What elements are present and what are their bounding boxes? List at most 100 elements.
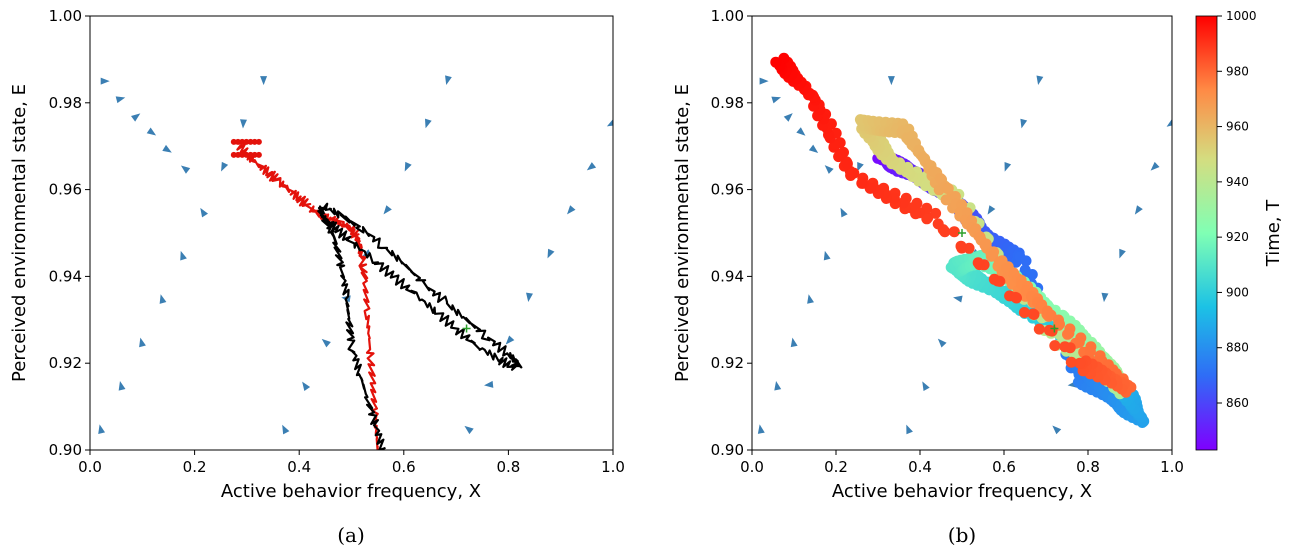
colorbar-tick-label: 860 (1226, 396, 1249, 410)
streamline-arrow (937, 338, 947, 348)
trajectory-point (1027, 308, 1039, 320)
trajectory-point (974, 231, 986, 243)
streamline-arrow (200, 207, 209, 218)
streamline-arrow (526, 292, 533, 303)
colorbar-ticks: 860 880 900 920 940 960 980 1000 (1217, 9, 1257, 410)
streamline-arrow (796, 127, 806, 136)
streamline-arrow (240, 119, 247, 129)
trajectory-point (1026, 269, 1038, 280)
trajectory-point (972, 257, 984, 269)
fixed-point-marker (1050, 324, 1059, 333)
streamline-arrow (987, 205, 996, 215)
trajectory-point (835, 148, 847, 160)
x-tick-label: 0.0 (78, 458, 102, 476)
caption-b: (b) (948, 523, 976, 547)
streamline-arrow (1052, 425, 1062, 435)
y-tick-label: 0.94 (711, 267, 744, 285)
streamline-arrow (302, 381, 311, 392)
x-tick-label: 0.6 (392, 458, 416, 476)
trajectory-point (934, 173, 946, 184)
trajectory-point (932, 218, 944, 230)
streamline-arrow (824, 165, 834, 174)
streamline-arrow (146, 127, 157, 136)
streamline-arrow (857, 161, 864, 172)
streamline-arrow (98, 424, 106, 434)
red-trajectory-cluster (255, 138, 262, 145)
trajectory-point (949, 191, 961, 202)
red-trajectory (233, 141, 379, 450)
streamline-arrow (180, 250, 187, 261)
trajectory-point (1004, 290, 1016, 302)
red-trajectory-cluster (235, 151, 241, 158)
streamline-arrow (162, 144, 172, 153)
colorbar-tick-label: 1000 (1226, 9, 1257, 23)
streamline-arrow (606, 119, 613, 127)
y-tick-label: 0.96 (49, 181, 82, 199)
streamline-arrow (1036, 75, 1044, 86)
streamline-arrow (808, 144, 819, 153)
streamline-arrow (906, 424, 913, 435)
streamline-arrow (159, 294, 167, 304)
streamline-arrow (221, 161, 229, 172)
x-tick-label: 1.0 (1160, 458, 1184, 476)
streamline-arrow (1150, 161, 1160, 171)
trajectory-point (1054, 318, 1065, 330)
streamline-arrow (953, 295, 963, 303)
x-tick-label: 1.0 (601, 458, 625, 476)
colorbar-tick-label: 960 (1226, 120, 1249, 134)
trajectory-point (1049, 340, 1061, 352)
red-trajectory-cluster (251, 138, 258, 145)
x-tick-label: 0.0 (740, 458, 764, 476)
trajectory-point (1043, 324, 1055, 336)
trajectory-point (928, 165, 940, 177)
trajectory-point (1063, 327, 1075, 339)
trajectory-point (856, 177, 868, 189)
streamline-arrow (1134, 205, 1143, 215)
red-trajectory-cluster (243, 151, 250, 158)
streamline-arrow (505, 335, 515, 345)
red-trajectory-cluster (235, 138, 241, 145)
streamline-arrow (321, 338, 331, 348)
panel-b: 0.0 0.2 0.4 0.6 0.8 1.0 0.90 0.92 0.94 0.96 0.98 1… (672, 7, 1284, 547)
streamline-arrow (424, 118, 432, 129)
streamline-arrow (1004, 161, 1012, 172)
colorbar-tick-label: 940 (1226, 175, 1249, 189)
red-trajectory-cluster (230, 138, 237, 145)
streamline-arrow (783, 113, 793, 122)
streamline-arrow (823, 250, 831, 261)
streamline-arrow (100, 77, 110, 85)
y-tick-label: 0.98 (49, 94, 82, 112)
streamline-arrow (807, 294, 814, 304)
streamline-arrow (139, 337, 146, 348)
x-tick-label: 0.8 (496, 458, 520, 476)
trajectory-point (847, 167, 858, 179)
trajectory-point (1018, 307, 1030, 318)
trajectory-point (770, 56, 782, 68)
trajectory-point (888, 192, 900, 204)
streamline-arrow (115, 96, 126, 104)
y-ticks-a: 0.90 0.92 0.94 0.96 0.98 1.00 (49, 7, 90, 459)
y-tick-label: 0.98 (711, 94, 744, 112)
streamline-arrow (1020, 118, 1028, 129)
colorbar-tick-label: 900 (1226, 285, 1249, 299)
panel-a: 0.0 0.2 0.4 0.6 0.8 1.0 0.90 0.92 0.94 0.96 0.98 1… (9, 7, 625, 547)
streamlines-a (98, 75, 613, 435)
streamline-arrow (130, 113, 141, 122)
streamline-arrow (547, 248, 555, 259)
streamline-arrow (567, 205, 576, 215)
trajectory-point (1065, 356, 1077, 368)
fixed-point-marker (958, 229, 966, 237)
x-tick-label: 0.8 (1076, 458, 1100, 476)
y-tick-label: 0.96 (711, 181, 744, 199)
trajectory-point (979, 239, 991, 251)
trajectory-point (1033, 323, 1045, 335)
colorbar (1195, 15, 1218, 451)
streamline-arrow (887, 76, 895, 86)
streamline-arrow (282, 424, 290, 435)
x-tick-label: 0.4 (908, 458, 932, 476)
y-tick-label: 0.90 (49, 441, 82, 459)
streamline-arrow (759, 77, 769, 85)
streamline-arrow (404, 161, 412, 172)
trajectory-point (1020, 255, 1032, 267)
